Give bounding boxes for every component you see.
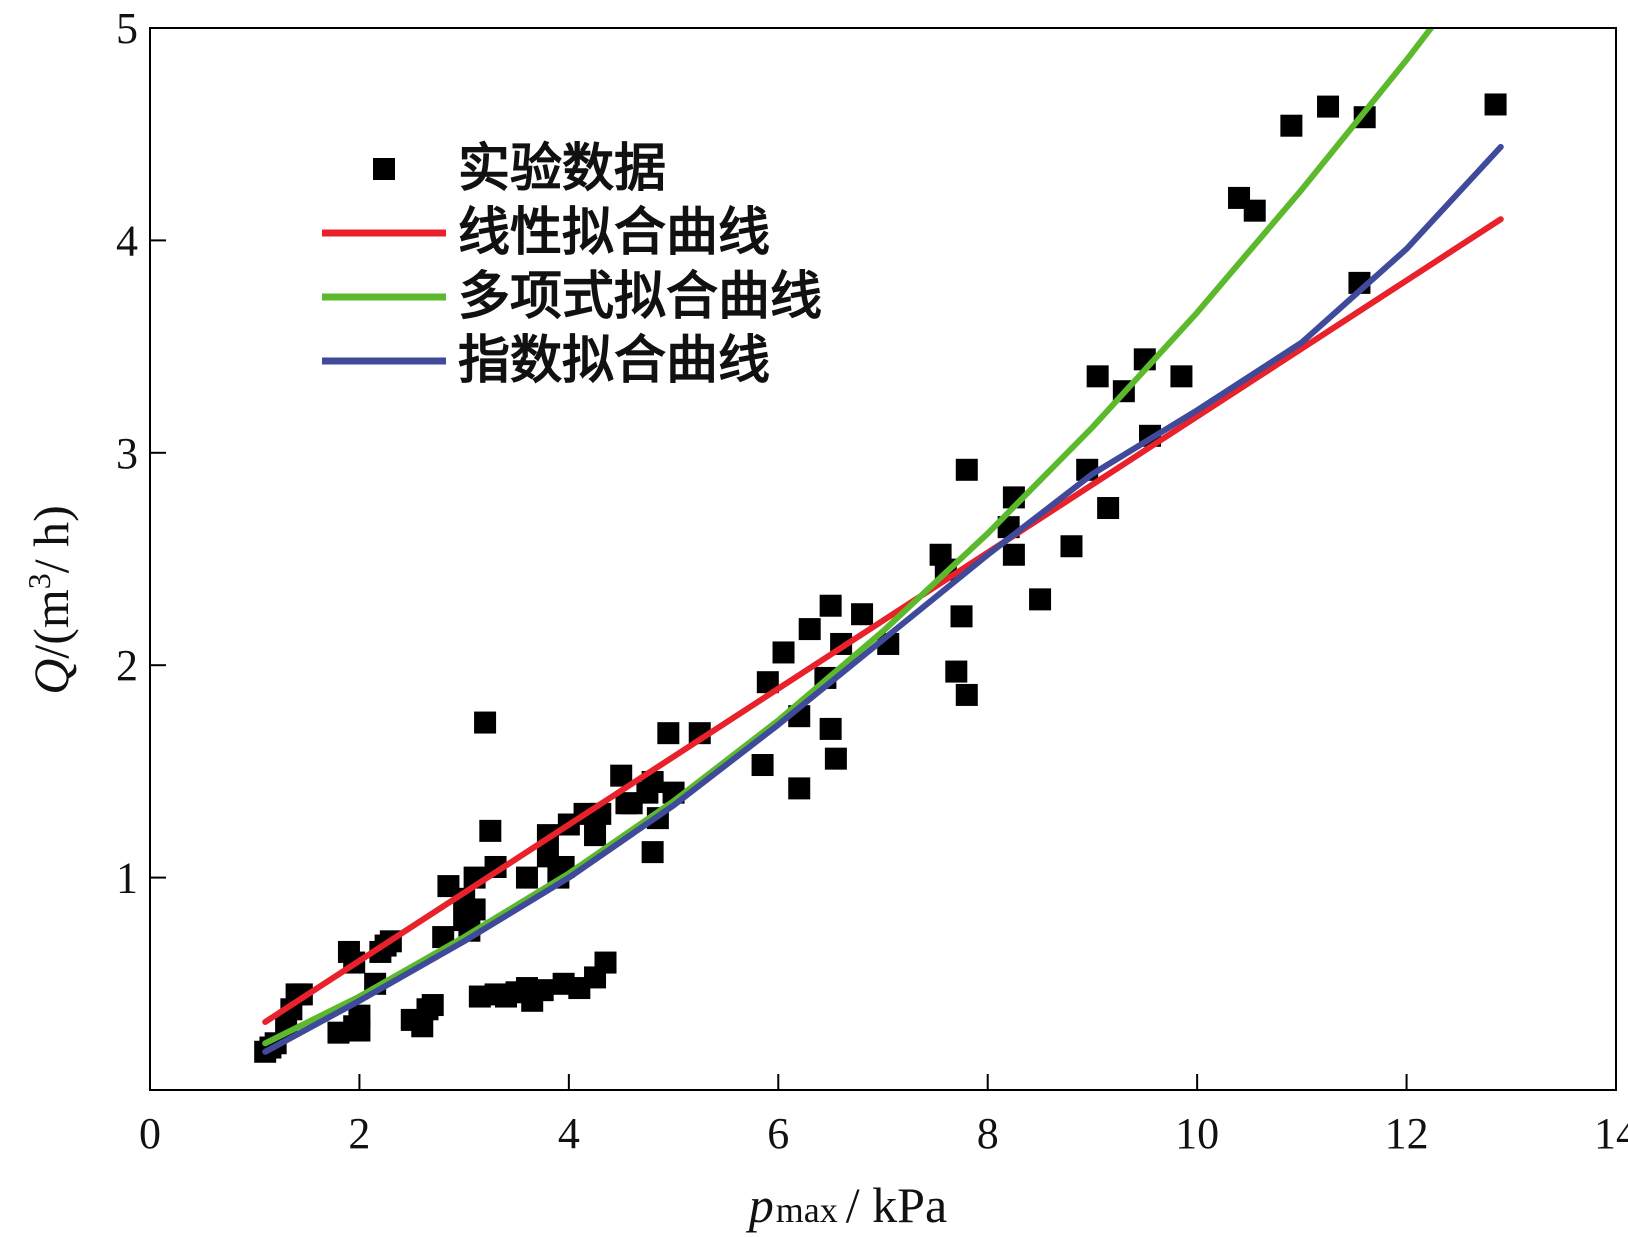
x-tick-label: 4 xyxy=(558,1109,580,1158)
y-axis-label-sup: 3 xyxy=(21,573,57,589)
data-point xyxy=(1029,588,1052,611)
data-point xyxy=(756,671,779,694)
y-tick-label: 3 xyxy=(116,429,138,478)
fit-curve-linear xyxy=(262,216,1504,1025)
data-point xyxy=(851,603,874,626)
data-point xyxy=(584,824,607,847)
data-point xyxy=(788,777,811,800)
data-point xyxy=(824,747,847,770)
x-tick-label: 2 xyxy=(348,1109,370,1158)
y-axis-label-unit-post: / h) xyxy=(23,505,79,573)
data-point xyxy=(1097,497,1120,520)
legend-label-experimental: 实验数据 xyxy=(458,139,666,199)
data-point xyxy=(1060,535,1083,558)
fit-curve-exponential xyxy=(262,143,1504,1055)
x-tick-label: 10 xyxy=(1175,1109,1219,1158)
x-axis-label-var: p xyxy=(746,1177,774,1233)
legend-item-experimental: 实验数据 xyxy=(373,139,666,199)
data-point xyxy=(1002,543,1025,566)
data-point xyxy=(955,458,978,481)
data-point xyxy=(421,994,444,1017)
x-tick-label: 8 xyxy=(977,1109,999,1158)
data-point xyxy=(479,819,502,842)
legend-item-exponential: 指数拟合曲线 xyxy=(322,331,770,391)
data-point xyxy=(531,979,554,1002)
y-tick-label: 1 xyxy=(116,854,138,903)
x-axis-label: pmax / kPa xyxy=(746,1177,947,1233)
x-axis-label-sub: max xyxy=(776,1190,838,1230)
x-axis-label-unit: / kPa xyxy=(846,1177,947,1233)
data-point xyxy=(1170,365,1193,388)
y-axis-label-unit-pre: /(m xyxy=(23,589,79,659)
y-axis-label: Q/(m3/ h) xyxy=(21,505,79,695)
series-layer xyxy=(254,28,1507,1063)
plot-frame xyxy=(149,27,1617,1091)
legend-item-linear: 线性拟合曲线 xyxy=(322,203,770,263)
data-point xyxy=(657,722,680,745)
legend: 实验数据 线性拟合曲线 多项式拟合曲线 指数拟合曲线 xyxy=(322,139,822,391)
x-axis: 0 2 4 6 8 10 12 14 xyxy=(139,1074,1628,1158)
data-point xyxy=(1280,114,1303,137)
data-point xyxy=(798,618,821,641)
data-point xyxy=(463,898,486,921)
x-tick-label: 0 xyxy=(139,1109,161,1158)
data-point xyxy=(945,660,968,683)
y-axis: 1 2 3 4 5 xyxy=(116,4,166,903)
x-tick-label: 6 xyxy=(767,1109,789,1158)
y-axis-label-var: Q xyxy=(23,659,79,695)
data-point xyxy=(950,605,973,628)
data-point xyxy=(955,683,978,706)
data-point xyxy=(641,841,664,864)
data-point xyxy=(1484,93,1507,116)
data-point xyxy=(411,1015,434,1038)
data-point xyxy=(772,641,795,664)
data-point xyxy=(348,1004,371,1027)
legend-item-polynomial: 多项式拟合曲线 xyxy=(322,267,822,327)
data-point xyxy=(610,764,633,787)
legend-label-exponential: 指数拟合曲线 xyxy=(458,331,770,391)
data-point xyxy=(594,951,617,974)
y-tick-label: 2 xyxy=(116,641,138,690)
data-point xyxy=(1086,365,1109,388)
data-point xyxy=(474,711,497,734)
data-point xyxy=(751,754,774,777)
y-tick-label: 4 xyxy=(116,216,138,265)
legend-square-marker xyxy=(373,158,395,180)
x-tick-label: 14 xyxy=(1594,1109,1628,1158)
legend-label-polynomial: 多项式拟合曲线 xyxy=(458,267,822,327)
data-point xyxy=(819,594,842,617)
legend-label-linear: 线性拟合曲线 xyxy=(458,203,770,263)
fit-curve-polynomial xyxy=(262,28,1435,1047)
x-tick-label: 12 xyxy=(1385,1109,1429,1158)
data-point xyxy=(819,717,842,740)
data-point xyxy=(1243,199,1266,222)
data-point xyxy=(1317,95,1340,118)
y-tick-label: 5 xyxy=(116,4,138,53)
data-point xyxy=(515,866,538,889)
